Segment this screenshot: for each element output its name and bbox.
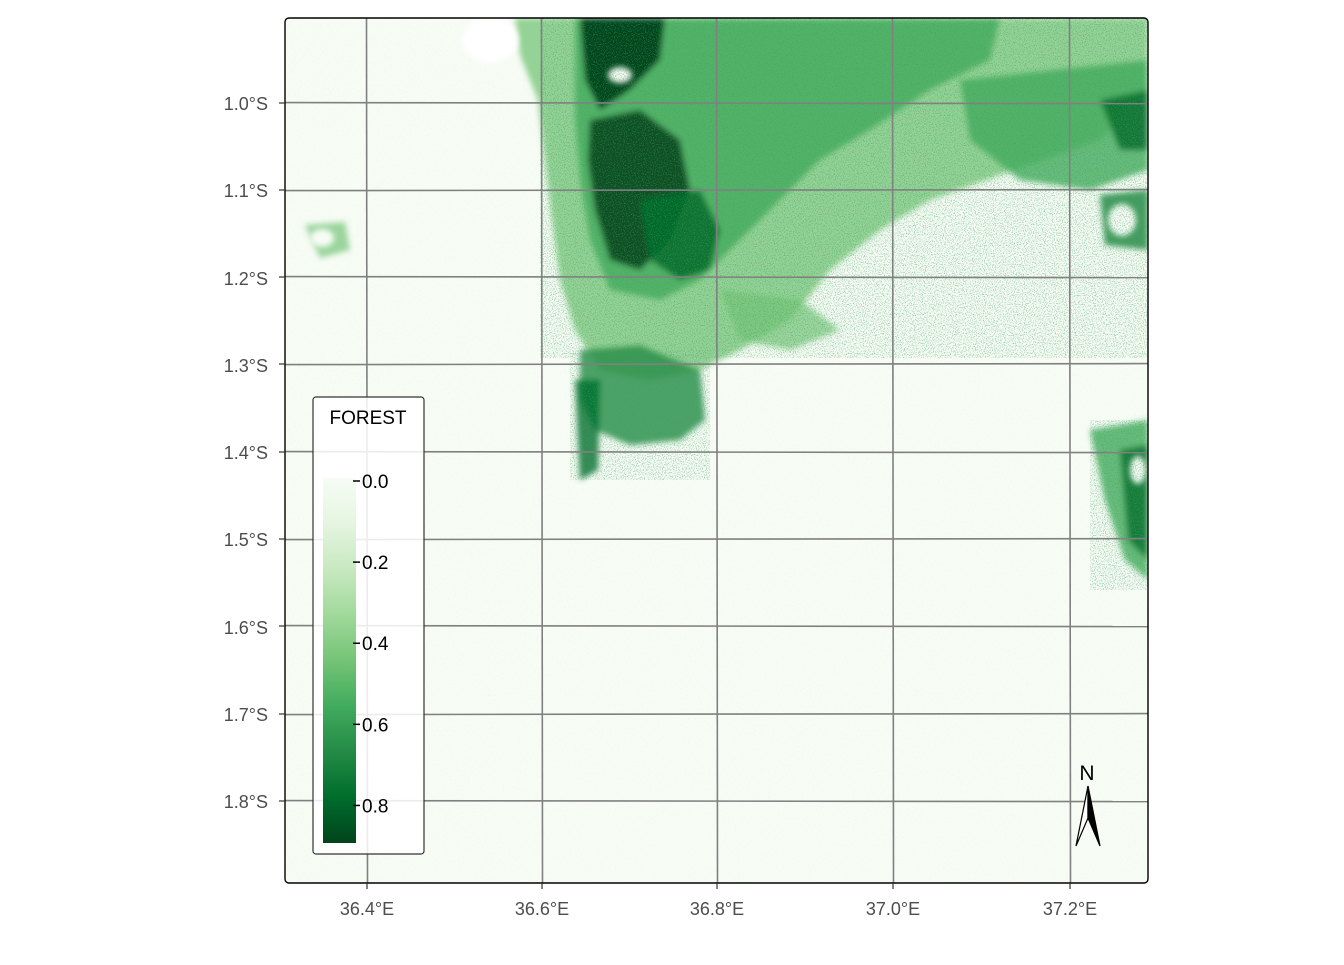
legend-tick-label: 0.6	[362, 715, 388, 736]
grid-line-lat	[284, 799, 1149, 803]
axis-ticks	[279, 102, 1071, 889]
grid-line-lat	[284, 712, 1149, 716]
legend-tick-label: 0.0	[362, 472, 388, 493]
grid-line-lon	[891, 17, 895, 884]
lon-label: 37.2°E	[1043, 899, 1097, 919]
legend-title: FOREST	[329, 408, 406, 429]
lat-label: 1.4°S	[224, 443, 268, 463]
legend-tick-label: 0.2	[362, 553, 388, 574]
legend-colorbar	[323, 478, 356, 843]
lat-label: 1.6°S	[224, 618, 268, 638]
lat-label: 1.5°S	[224, 530, 268, 550]
lon-label: 36.6°E	[515, 899, 569, 919]
lat-label: 1.1°S	[224, 181, 268, 201]
lon-label: 36.8°E	[690, 899, 744, 919]
grid-line-lon	[1068, 17, 1072, 884]
lat-label: 1.3°S	[224, 356, 268, 376]
lat-label: 1.8°S	[224, 792, 268, 812]
legend-tick-label: 0.8	[362, 796, 388, 817]
lat-label: 1.7°S	[224, 705, 268, 725]
grid-line-lon	[715, 17, 719, 884]
lat-label: 1.2°S	[224, 269, 268, 289]
lat-label: 1.0°S	[224, 94, 268, 114]
legend: FOREST 0.0 0.2 0.4 0.6 0.8	[312, 396, 425, 855]
longitude-axis: 36.4°E 36.6°E 36.8°E 37.0°E 37.2°E	[340, 899, 1097, 919]
lon-label: 37.0°E	[866, 899, 920, 919]
latitude-axis: 1.0°S 1.1°S 1.2°S 1.3°S 1.4°S 1.5°S 1.6°…	[224, 94, 268, 812]
graticule	[284, 17, 1149, 884]
lon-label: 36.4°E	[340, 899, 394, 919]
north-arrow-label: N	[1079, 762, 1094, 785]
north-arrow-icon: N	[1075, 762, 1101, 847]
legend-tick-label: 0.4	[362, 634, 389, 655]
grid-line-lon	[540, 17, 544, 884]
